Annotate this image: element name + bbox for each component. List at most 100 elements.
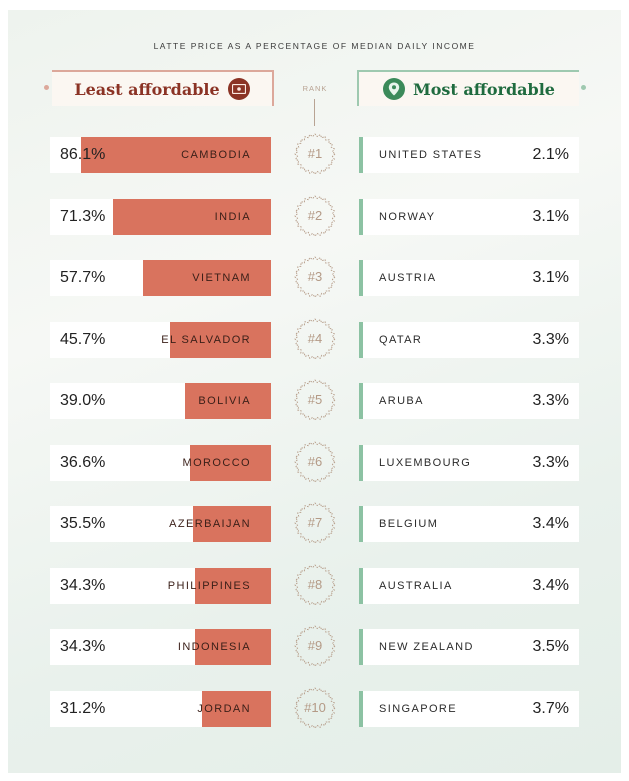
least-affordable-bar-box: 35.5% AZERBAIJAN [50, 506, 271, 542]
least-affordable-bar [184, 383, 271, 419]
rank-number: #4 [307, 330, 323, 346]
least-affordable-value: 34.3% [60, 638, 106, 655]
least-affordable-value: 45.7% [60, 330, 106, 348]
rank-connector-line [314, 99, 315, 126]
most-affordable-value: 3.3% [532, 392, 569, 409]
rank-column-label: RANK [302, 84, 328, 93]
least-affordable-bar [113, 198, 271, 235]
least-affordable-bar [80, 137, 271, 173]
least-affordable-bar-box: 86.1% CAMBODIA [50, 137, 271, 173]
least-affordable-bar [190, 444, 271, 481]
rank-badge-icon [294, 625, 336, 667]
rank-number: #7 [307, 515, 323, 530]
rank-number: #2 [307, 207, 323, 223]
most-affordable-value: 3.7% [532, 699, 569, 717]
most-affordable-box: LUXEMBOURG 3.3% [359, 444, 579, 481]
least-affordable-country: INDIA [214, 210, 251, 223]
least-affordable-country: AZERBAIJAN [169, 518, 251, 530]
table-row: 71.3% INDIA #2 NORWAY 3.1% [0, 194, 629, 237]
least-affordable-country: BOLIVIA [198, 395, 251, 407]
least-affordable-country: PHILIPPINES [167, 579, 251, 592]
most-affordable-country: ARUBA [379, 395, 424, 407]
most-affordable-country: NORWAY [379, 210, 436, 223]
most-affordable-value: 3.3% [532, 453, 569, 471]
least-affordable-bar [143, 260, 271, 296]
least-affordable-value: 36.6% [60, 453, 106, 471]
most-affordable-box: UNITED STATES 2.1% [359, 137, 579, 173]
least-affordable-header: Least affordable [52, 70, 274, 106]
most-affordable-header: Most affordable [357, 70, 579, 106]
most-affordable-country: NEW ZEALAND [379, 641, 474, 653]
least-affordable-bar-box: 31.2% JORDAN [50, 690, 271, 727]
least-affordable-bar-box: 57.7% VIETNAM [50, 260, 271, 296]
least-affordable-value: 71.3% [60, 207, 106, 225]
least-affordable-title: Least affordable [74, 79, 220, 99]
most-affordable-country: AUSTRIA [379, 272, 437, 284]
money-bill-icon [227, 78, 250, 100]
rank-badge-icon [294, 317, 336, 360]
least-affordable-bar [192, 506, 271, 542]
table-row: 35.5% AZERBAIJAN #7 BELGIUM 3.4% [0, 502, 629, 544]
least-affordable-bar-box: 45.7% EL SALVADOR [50, 321, 271, 358]
least-affordable-value: 57.7% [60, 269, 106, 286]
rank-number: #5 [307, 392, 323, 407]
least-affordable-bar-box: 71.3% INDIA [50, 198, 271, 235]
most-affordable-box: BELGIUM 3.4% [359, 506, 579, 542]
table-row: 34.3% PHILIPPINES #8 AUSTRALIA 3.4% [0, 563, 629, 606]
rank-badge-icon [294, 502, 336, 544]
least-affordable-bar [195, 567, 271, 604]
most-affordable-box: AUSTRIA 3.1% [359, 260, 579, 296]
most-affordable-box: NORWAY 3.1% [359, 198, 579, 235]
rank-badge-icon [294, 686, 336, 729]
least-affordable-bar [170, 321, 271, 358]
most-affordable-title: Most affordable [413, 79, 555, 99]
least-affordable-bar-box: 36.6% MOROCCO [50, 444, 271, 481]
rank-badge-icon [294, 563, 336, 606]
rank-number: #8 [307, 576, 323, 592]
least-affordable-bar [202, 690, 271, 727]
location-pin-icon [383, 78, 406, 100]
most-affordable-value: 3.1% [532, 207, 569, 225]
least-affordable-country: INDONESIA [177, 641, 251, 653]
least-affordable-value: 39.0% [60, 392, 106, 409]
most-affordable-box: SINGAPORE 3.7% [359, 690, 579, 727]
rank-number: #1 [307, 146, 323, 161]
rank-badge-icon [294, 133, 336, 175]
least-affordable-value: 86.1% [60, 146, 106, 163]
most-affordable-value: 3.1% [532, 269, 569, 286]
chart-subtitle: LATTE PRICE AS A PERCENTAGE OF MEDIAN DA… [153, 41, 476, 51]
table-row: 31.2% JORDAN #10 SINGAPORE 3.7% [0, 686, 629, 729]
left-header-dot [44, 85, 49, 90]
least-affordable-country: MOROCCO [182, 456, 251, 469]
most-affordable-country: BELGIUM [379, 518, 439, 530]
most-affordable-box: AUSTRALIA 3.4% [359, 567, 579, 604]
most-affordable-country: UNITED STATES [379, 149, 483, 161]
least-affordable-country: EL SALVADOR [161, 333, 251, 346]
most-affordable-value: 3.4% [532, 576, 569, 594]
least-affordable-country: VIETNAM [192, 272, 251, 284]
table-row: 39.0% BOLIVIA #5 ARUBA 3.3% [0, 379, 629, 421]
table-row: 45.7% EL SALVADOR #4 QATAR 3.3% [0, 317, 629, 360]
most-affordable-country: QATAR [379, 333, 423, 346]
least-affordable-bar-box: 39.0% BOLIVIA [50, 383, 271, 419]
most-affordable-value: 3.4% [532, 515, 569, 532]
rank-number: #3 [307, 269, 323, 284]
rank-number: #6 [307, 453, 323, 469]
rank-badge-icon [294, 256, 336, 298]
most-affordable-country: AUSTRALIA [379, 579, 453, 592]
least-affordable-country: JORDAN [197, 702, 251, 715]
most-affordable-value: 3.5% [532, 638, 569, 655]
rank-badge-icon [294, 379, 336, 421]
right-header-dot [581, 85, 586, 90]
least-affordable-value: 35.5% [60, 515, 106, 532]
table-row: 86.1% CAMBODIA #1 UNITED STATES 2.1% [0, 133, 629, 175]
least-affordable-bar-box: 34.3% PHILIPPINES [50, 567, 271, 604]
least-affordable-country: CAMBODIA [181, 149, 251, 161]
least-affordable-bar [195, 629, 271, 665]
most-affordable-box: ARUBA 3.3% [359, 383, 579, 419]
most-affordable-country: LUXEMBOURG [379, 456, 472, 469]
rank-number: #10 [304, 699, 326, 715]
rank-number: #9 [307, 638, 323, 653]
most-affordable-value: 2.1% [532, 146, 569, 163]
rank-badge-icon [294, 440, 336, 483]
